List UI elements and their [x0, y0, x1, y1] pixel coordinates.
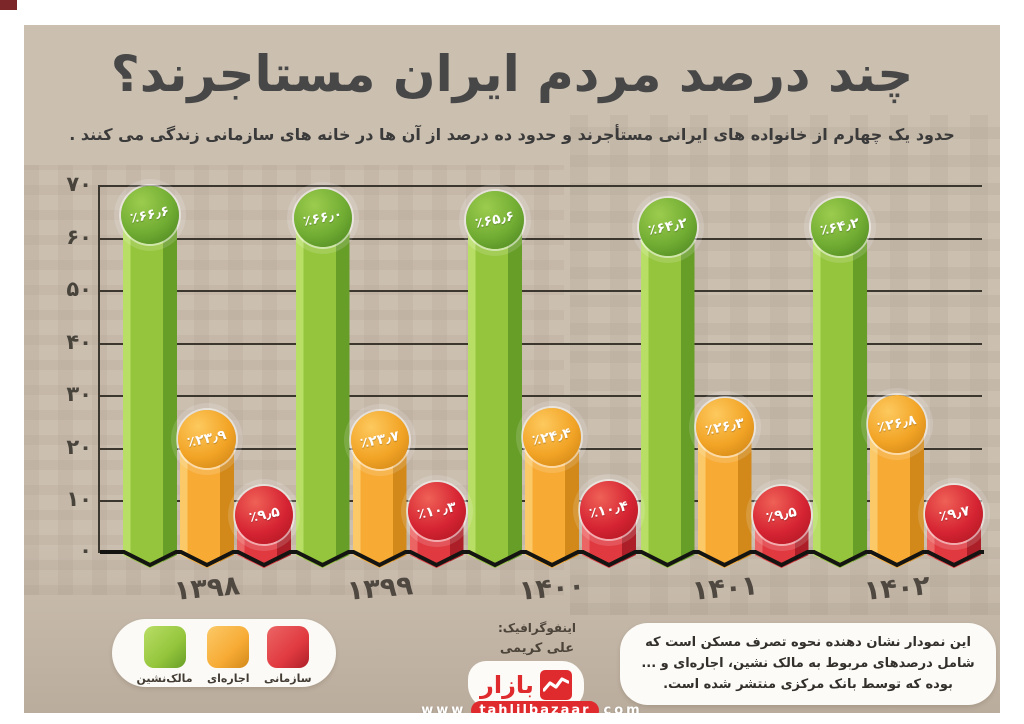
- value-bubble-owner-1400: ٪۶۵٫۶: [466, 191, 524, 250]
- source-note: این نمودار نشان دهنده نحوه تصرف مسکن است…: [620, 623, 996, 706]
- value-label: ٪۲۳٫۹: [186, 427, 228, 452]
- bar-owner-1398: [123, 203, 177, 568]
- value-bubble-owner-1402: ٪۶۴٫۲: [811, 198, 869, 257]
- corner-accent: [0, 0, 17, 10]
- y-axis-tick-label: ۵۰: [66, 277, 92, 302]
- legend-item-rental: اجاره‌ای: [207, 625, 250, 685]
- value-label: ٪۲۳٫۷: [358, 428, 401, 453]
- value-bubble-rental-1401: ٪۲۶٫۳: [695, 397, 754, 456]
- bar-owner-1401: [641, 215, 695, 568]
- value-bubble-organizational-1398: ٪۹٫۵: [235, 486, 293, 545]
- value-label: ٪۶۴٫۲: [646, 215, 689, 240]
- gridline-30: [100, 395, 982, 398]
- gridline-50: [100, 290, 982, 293]
- bar-owner-1402: [813, 215, 867, 568]
- value-label: ٪۹٫۷: [937, 502, 971, 526]
- legend-swatch-rental: [207, 625, 250, 668]
- baseline-zigzag: [100, 550, 984, 568]
- value-bubble-owner-1399: ٪۶۶٫۰: [293, 189, 352, 248]
- value-bubble-rental-1399: ٪۲۳٫۷: [350, 411, 409, 470]
- value-bubble-organizational-1400: ٪۱۰٫۴: [580, 481, 638, 540]
- page-title: چند درصد مردم ایران مستاجرند؟: [110, 45, 915, 103]
- value-label: ٪۲۴٫۴: [531, 424, 573, 449]
- value-label: ٪۱۰٫۴: [588, 498, 630, 523]
- logo-wordmark: بازار: [480, 671, 534, 699]
- page-subtitle: حدود یک چهارم از خانواده های ایرانی مستأ…: [69, 125, 955, 144]
- legend-label-rental: اجاره‌ای: [207, 671, 250, 685]
- legend: مالک‌نشین اجاره‌ای سازمانی: [112, 619, 336, 687]
- bar-owner-1400: [468, 208, 522, 568]
- y-axis-tick-label: ۳۰: [66, 382, 92, 407]
- plot-area: ۰ ۱۰ ۲۰ ۳۰ ۴۰ ۵۰ ۶۰ ۷۰ ٪۶۶٫۶ ٪۶۶٫۰ ٪۶۵٫۶ ٪۶۴٫۲ ٪۶۴٫۲…: [66, 172, 984, 607]
- legend-item-owner: مالک‌نشین: [136, 625, 193, 685]
- y-axis-tick-label: ۰: [79, 538, 92, 562]
- url-tld: com: [603, 703, 643, 713]
- value-bubble-organizational-1399: ٪۱۰٫۳: [407, 481, 466, 540]
- poster: چند درصد مردم ایران مستاجرند؟ حدود یک چه…: [24, 25, 1000, 713]
- y-axis-tick-label: ۱۰: [66, 487, 92, 512]
- website-url: www tahlilbazaar com: [421, 701, 640, 713]
- value-label: ٪۹٫۵: [764, 504, 799, 527]
- value-label: ٪۶۶٫۰: [301, 206, 344, 230]
- legend-label-owner: مالک‌نشین: [136, 671, 193, 685]
- y-axis-tick-label: ۶۰: [66, 224, 92, 249]
- y-axis-tick-label: ۲۰: [66, 434, 92, 459]
- url-domain: tahlilbazaar: [471, 701, 599, 713]
- value-label: ٪۶۴٫۲: [819, 215, 861, 240]
- value-bubble-organizational-1402: ٪۹٫۷: [925, 485, 983, 543]
- infographic-credit: اینفوگرافیک: علی کریمی: [482, 621, 592, 656]
- value-bubble-organizational-1401: ٪۹٫۵: [752, 486, 811, 545]
- value-bubble-owner-1398: ٪۶۶٫۶: [121, 185, 179, 244]
- gridline-40: [100, 342, 982, 345]
- y-axis-tick-label: ۷۰: [66, 172, 92, 196]
- logo-chart-icon: [539, 670, 572, 700]
- value-label: ٪۲۶٫۸: [876, 412, 918, 437]
- value-label: ٪۶۵٫۶: [474, 208, 516, 233]
- legend-label-organizational: سازمانی: [264, 671, 312, 685]
- value-label: ٪۱۰٫۳: [415, 498, 458, 523]
- value-label: ٪۹٫۵: [247, 504, 281, 527]
- url-www: www: [421, 703, 467, 713]
- gridline-70: [100, 185, 982, 187]
- credit-label: اینفوگرافیک:: [497, 621, 577, 635]
- legend-swatch-owner: [143, 625, 186, 668]
- legend-item-organizational: سازمانی: [264, 625, 312, 685]
- value-bubble-rental-1398: ٪۲۳٫۹: [178, 410, 236, 469]
- gridline-60: [100, 237, 982, 240]
- value-bubble-owner-1401: ٪۶۴٫۲: [638, 198, 697, 257]
- legend-swatch-organizational: [266, 625, 309, 668]
- credit-author: علی کریمی: [499, 641, 575, 656]
- bar-owner-1399: [296, 206, 350, 568]
- y-axis-tick-label: ۴۰: [66, 329, 92, 354]
- value-bubble-rental-1400: ٪۲۴٫۴: [523, 407, 581, 466]
- value-label: ٪۲۶٫۳: [703, 414, 746, 439]
- value-bubble-rental-1402: ٪۲۶٫۸: [868, 395, 926, 454]
- value-label: ٪۶۶٫۶: [129, 202, 171, 227]
